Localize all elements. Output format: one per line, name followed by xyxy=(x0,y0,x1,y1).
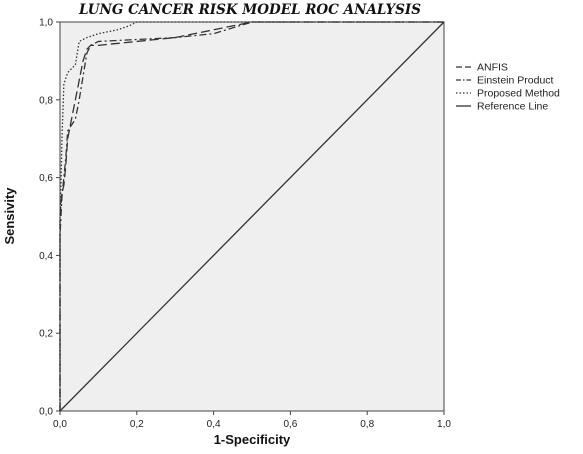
y-tick-label: 0,6 xyxy=(39,173,53,184)
x-tick-label: 0,0 xyxy=(53,419,67,430)
y-tick-label: 0,2 xyxy=(39,329,53,340)
series-line-reference-line xyxy=(59,21,445,412)
y-tick-label: 0,4 xyxy=(39,251,53,262)
series-lines xyxy=(59,21,445,412)
y-tick-label: 1,0 xyxy=(39,18,53,29)
series-line-proposed-method xyxy=(59,21,444,411)
x-tick-label: 0,4 xyxy=(207,419,221,430)
series-line-anfis xyxy=(59,21,444,411)
legend-label: ANFIS xyxy=(477,62,508,74)
x-tick-label: 0,6 xyxy=(283,419,297,430)
legend-label: Reference Line xyxy=(477,101,548,113)
y-tick-label: 0,0 xyxy=(39,407,53,418)
chart-title: LUNG CANCER RISK MODEL ROC ANALYSIS xyxy=(78,2,421,18)
x-tick-label: 0,2 xyxy=(130,419,144,430)
x-tick-label: 0,8 xyxy=(360,419,374,430)
y-axis-label: Sensivity xyxy=(2,187,17,245)
y-tick-label: 0,8 xyxy=(39,95,53,106)
x-axis-label: 1-Specificity xyxy=(214,432,291,447)
axis-ticks: 0,0 0,2 0,4 0,6 0,8 1,0 0,0 0,2 0,4 0,6 0,8 1,0 xyxy=(39,18,451,431)
legend-label: Proposed Method xyxy=(477,88,560,100)
legend-label: Einstein Product xyxy=(477,75,554,87)
x-tick-label: 1,0 xyxy=(437,419,451,430)
